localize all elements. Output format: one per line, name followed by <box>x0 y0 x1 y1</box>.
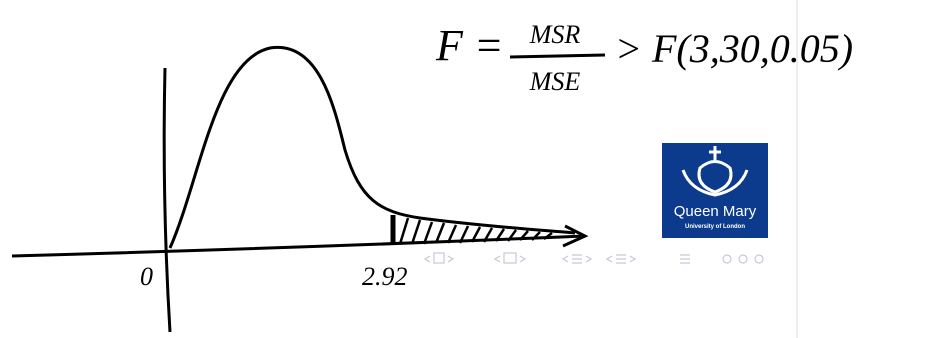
formula-rhs: > F(3,30,0.05) <box>615 26 853 71</box>
axis-label-critical: 2.92 <box>362 262 408 291</box>
logo-subtitle: University of London <box>685 224 745 230</box>
fraction-bar <box>510 55 605 57</box>
logo-name: Queen Mary <box>674 203 757 220</box>
formula-numerator: MSR <box>529 20 581 49</box>
formula-denominator: MSE <box>529 67 581 96</box>
slide: F = MSR MSE > F(3,30,0.05) 0 2.92 Queen … <box>0 0 927 338</box>
formula-lhs: F = <box>435 21 504 70</box>
axis-label-zero: 0 <box>140 262 153 291</box>
